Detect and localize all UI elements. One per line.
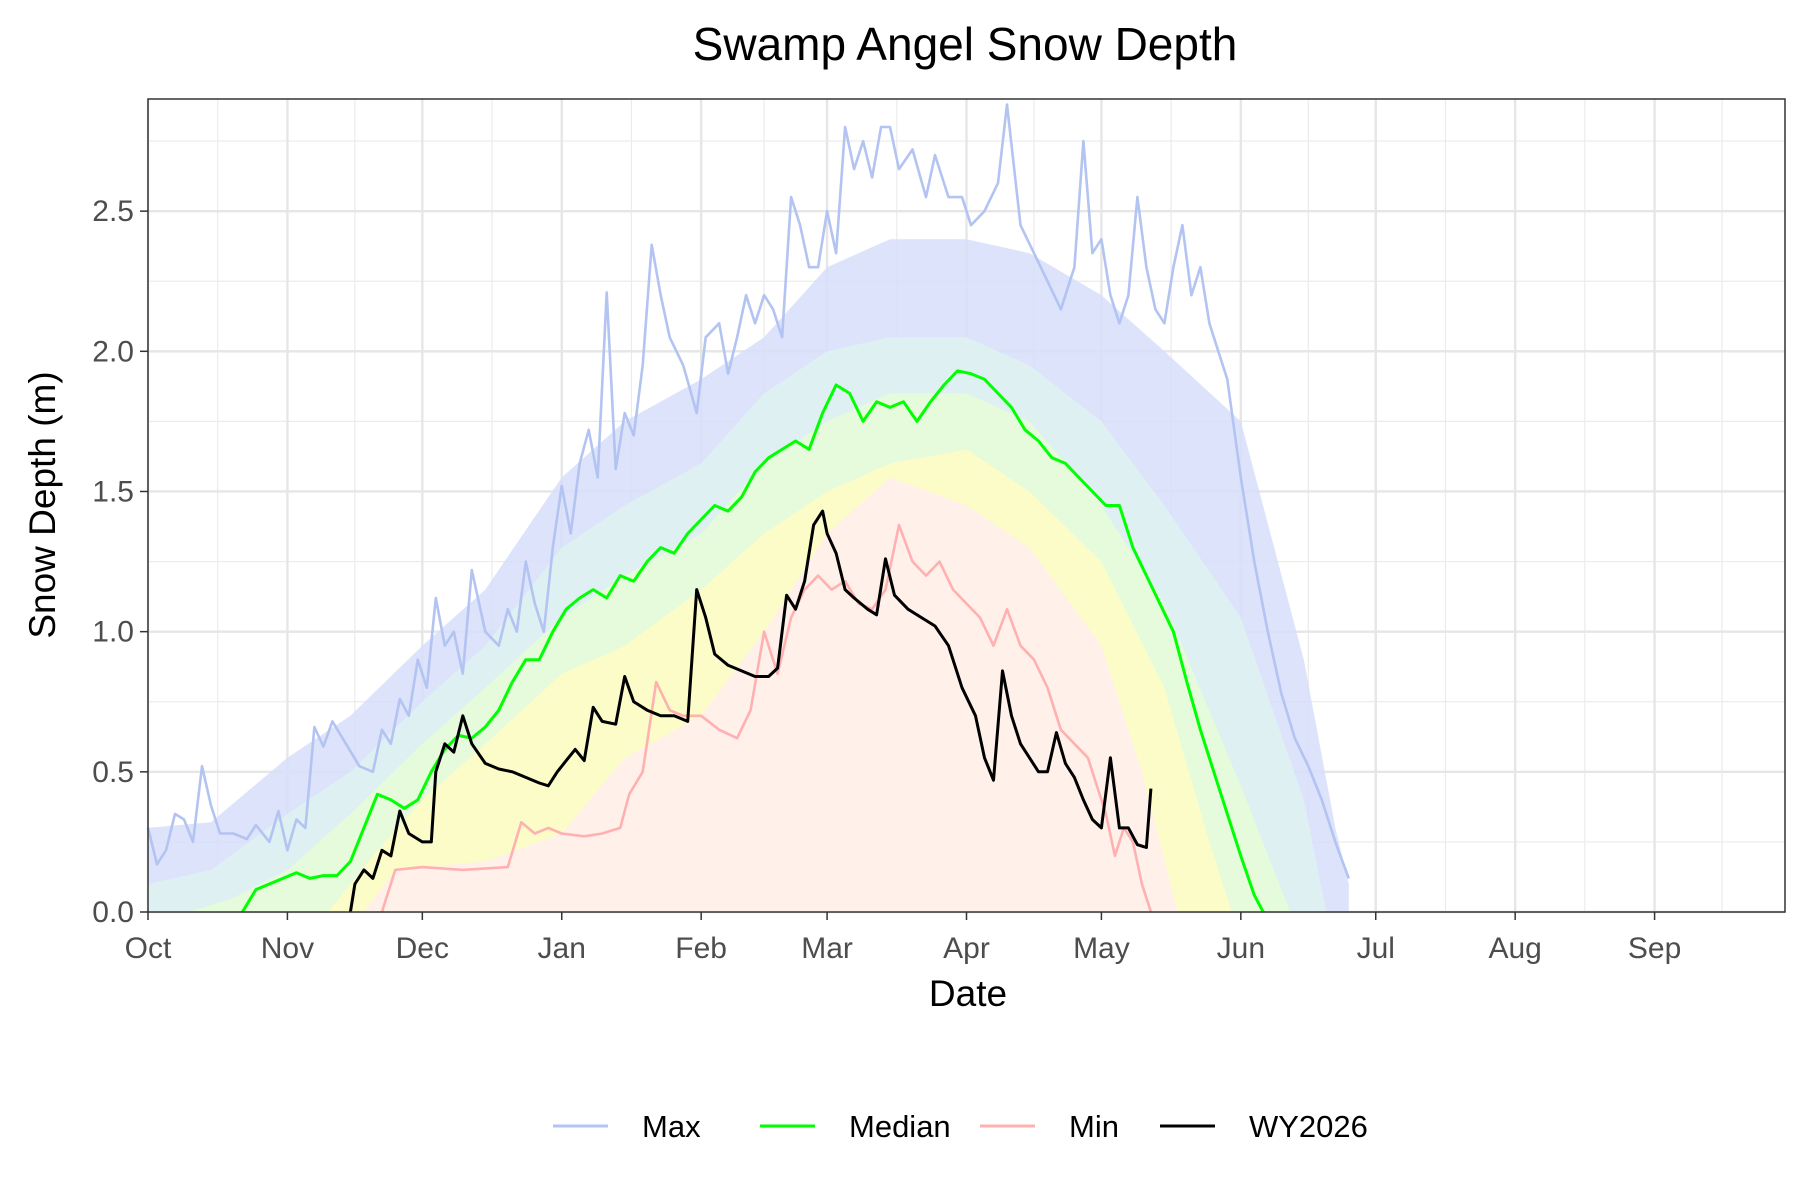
- x-axis-title: Date: [929, 973, 1007, 1014]
- x-tick-label: Feb: [675, 932, 727, 965]
- y-tick-label: 0.0: [92, 896, 134, 929]
- x-tick-label: Oct: [125, 932, 172, 965]
- x-tick-label: Dec: [396, 932, 449, 965]
- series-lines: [146, 103, 1351, 913]
- y-tick-label: 2.5: [92, 195, 134, 228]
- max-line: [146, 103, 1351, 879]
- x-tick-label: Mar: [801, 932, 853, 965]
- x-tick-label: May: [1073, 932, 1130, 965]
- min-line: [380, 523, 1153, 913]
- legend-label-min: Min: [1069, 1109, 1119, 1144]
- legend-label-max: Max: [642, 1109, 701, 1144]
- y-tick-label: 2.0: [92, 335, 134, 368]
- axes: 0.0 0.5 1.0 1.5 2.0 2.5 Oct Nov Dec Jan Feb Mar Apr M…: [92, 195, 1681, 965]
- x-tick-label: Apr: [943, 932, 990, 965]
- x-tick-label: Aug: [1488, 932, 1541, 965]
- median-line: [241, 369, 1265, 913]
- legend: Max Median Min WY2026: [553, 1109, 1368, 1144]
- y-tick-label: 1.0: [92, 616, 134, 649]
- x-tick-label: Jan: [538, 932, 586, 965]
- y-tick-label: 0.5: [92, 756, 134, 789]
- x-tick-label: Jun: [1217, 932, 1265, 965]
- legend-label-median: Median: [849, 1109, 951, 1144]
- band-min: [363, 477, 1178, 912]
- chart-title: Swamp Angel Snow Depth: [693, 18, 1238, 70]
- y-tick-label: 1.5: [92, 475, 134, 508]
- x-tick-label: Nov: [261, 932, 314, 965]
- x-tick-label: Sep: [1628, 932, 1681, 965]
- wy2026-line: [348, 509, 1153, 913]
- y-axis-title: Snow Depth (m): [22, 371, 63, 638]
- x-tick-label: Jul: [1357, 932, 1395, 965]
- legend-label-wy2026: WY2026: [1249, 1109, 1368, 1144]
